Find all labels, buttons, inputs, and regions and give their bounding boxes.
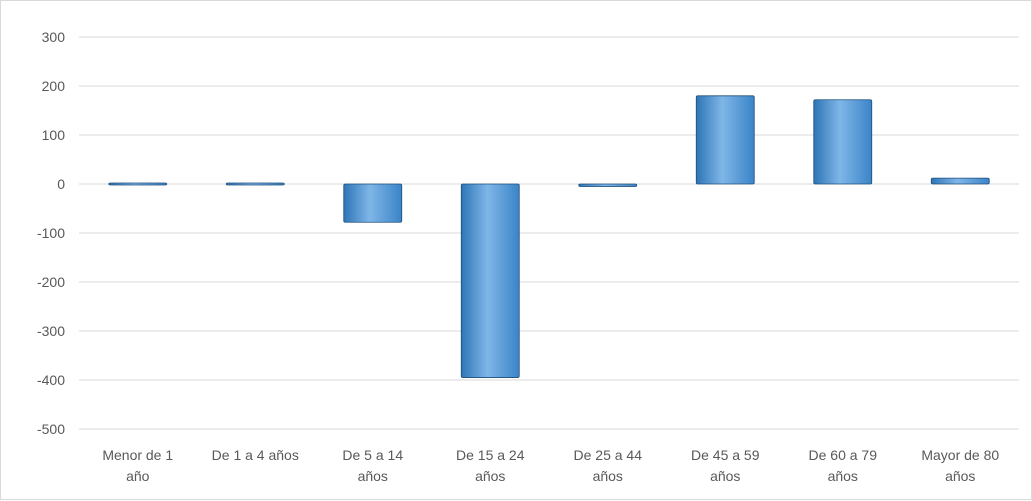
y-tick-label: 200 <box>42 78 66 94</box>
x-category-label-line: año <box>126 468 150 484</box>
x-category-label: De 1 a 4 años <box>212 447 299 463</box>
x-category-label: Mayor de 80 años <box>921 447 999 484</box>
x-category-label-line: De 5 a 14 <box>342 447 403 463</box>
y-tick-label: -300 <box>37 323 65 339</box>
x-category-label: De 15 a 24 años <box>456 447 525 484</box>
bar <box>225 182 285 186</box>
x-category-label-line: De 60 a 79 <box>809 447 878 463</box>
x-category-label-line: años <box>358 468 388 484</box>
bar <box>813 99 873 185</box>
y-tick-label: 100 <box>42 127 66 143</box>
y-tick-label: -400 <box>37 372 65 388</box>
bar <box>695 95 755 185</box>
bar <box>343 183 403 223</box>
bar <box>930 177 990 185</box>
x-category-label-line: De 25 a 44 <box>574 447 643 463</box>
bar <box>108 182 168 186</box>
x-category-label-line: años <box>710 468 740 484</box>
x-category-label-line: años <box>593 468 623 484</box>
x-category-label-line: Mayor de 80 <box>921 447 999 463</box>
x-category-label: De 25 a 44 años <box>574 447 643 484</box>
y-tick-label: -100 <box>37 225 65 241</box>
x-category-label-line: años <box>828 468 858 484</box>
x-category-label-line: años <box>945 468 975 484</box>
bar <box>578 183 638 187</box>
y-tick-label: -200 <box>37 274 65 290</box>
x-category-label: De 5 a 14 años <box>342 447 403 484</box>
x-category-label: De 45 a 59 años <box>691 447 760 484</box>
gridlines <box>79 36 1019 430</box>
x-category-label-line: Menor de 1 <box>102 447 173 463</box>
x-category-label-line: años <box>475 468 505 484</box>
x-category-label-line: De 1 a 4 años <box>212 447 299 463</box>
bars <box>108 95 990 378</box>
x-category-label-line: De 15 a 24 <box>456 447 525 463</box>
y-tick-label: 300 <box>42 29 66 45</box>
y-tick-label: 0 <box>57 176 65 192</box>
x-category-label-line: De 45 a 59 <box>691 447 760 463</box>
y-axis-tick-labels: 300 200 100 0 -100 -200 -300 -400 -500 <box>37 29 65 437</box>
y-tick-label: -500 <box>37 421 65 437</box>
x-category-label: Menor de 1 año <box>102 447 173 484</box>
bar <box>460 183 520 378</box>
x-category-label: De 60 a 79 años <box>809 447 878 484</box>
